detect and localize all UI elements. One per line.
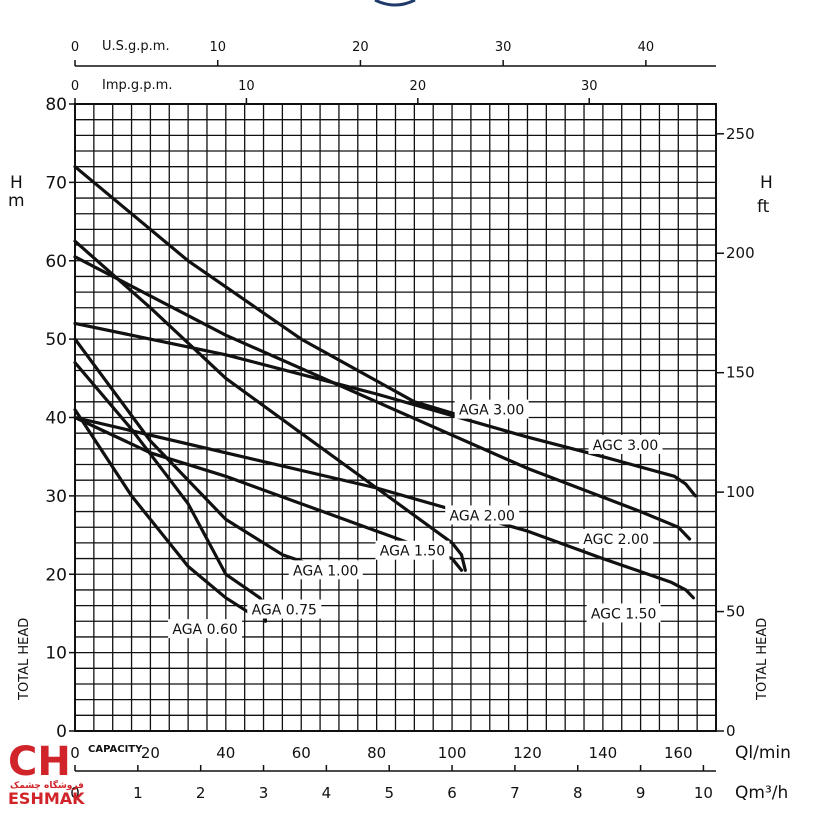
y-tick-label: 50 — [45, 330, 67, 350]
impgpm-tick-label: 0 — [71, 79, 79, 94]
curve-agc-3-00 — [73, 321, 697, 498]
curve-label-aga-1-50: AGA 1.50 — [380, 544, 445, 560]
y-tick-label: 30 — [45, 487, 67, 507]
usgpm-tick-label: 30 — [495, 40, 512, 55]
x-tick-label: 100 — [438, 744, 467, 762]
m3h-tick-label: 10 — [694, 784, 713, 802]
curve-aga-2-00 — [73, 239, 467, 572]
logo-mark: CH — [8, 739, 71, 785]
m3h-tick-label: 8 — [573, 784, 583, 802]
curve-agc-1-50 — [73, 415, 696, 600]
curve-label-bg — [579, 528, 654, 548]
y-left-side-title: TOTAL HEAD — [17, 618, 32, 701]
impgpm-tick-label: 10 — [238, 79, 255, 94]
x-tick-label: 80 — [367, 744, 386, 762]
y-left-title-m: m — [8, 191, 25, 211]
curve-label-bg — [586, 603, 661, 623]
logo-subtitle: فروشگاه چشمک — [10, 779, 84, 791]
y-tick-label: 10 — [45, 644, 67, 664]
m3h-tick-label: 0 — [70, 784, 80, 802]
x-tick-label: 120 — [513, 744, 542, 762]
impgpm-label: Imp.g.p.m. — [102, 78, 172, 93]
curve-label-aga-0-75: AGA 0.75 — [252, 603, 317, 619]
ft-tick-label: 0 — [726, 722, 736, 740]
m3h-tick-label: 7 — [510, 784, 520, 802]
ft-tick-label: 150 — [726, 364, 755, 382]
chart-curves — [73, 165, 697, 623]
m3h-unit-label: Qm³/h — [735, 783, 788, 803]
curve-label-aga-0-60: AGA 0.60 — [172, 622, 237, 638]
curve-label-agc-2-00: AGC 2.00 — [583, 532, 649, 548]
curve-agc-2-00 — [73, 255, 692, 541]
curve-label-bg — [247, 599, 322, 619]
curve-label-aga-1-00: AGA 1.00 — [293, 563, 358, 579]
y-right-title-h: H — [760, 173, 773, 193]
m3h-tick-label: 2 — [196, 784, 206, 802]
y-left-title-h: H — [10, 173, 23, 193]
impgpm-tick-label: 20 — [410, 79, 427, 94]
curve-label-bg — [168, 619, 243, 639]
y-tick-label: 40 — [45, 409, 67, 429]
ft-tick-label: 200 — [726, 244, 755, 262]
x-tick-label: 40 — [216, 744, 235, 762]
curve-label-agc-1-50: AGC 1.50 — [591, 606, 657, 622]
top-arc-decoration — [374, 0, 416, 7]
ft-tick-label: 100 — [726, 483, 755, 501]
curve-aga-3-00 — [73, 165, 469, 420]
x-tick-label: 160 — [664, 744, 693, 762]
y-tick-label: 0 — [56, 722, 67, 742]
y-tick-label: 20 — [45, 565, 67, 585]
logo-name: ESHMAK — [8, 789, 85, 808]
m3h-tick-label: 9 — [636, 784, 646, 802]
m3h-tick-label: 4 — [322, 784, 332, 802]
curve-aga-0-60 — [73, 408, 256, 618]
m3h-tick-label: 5 — [384, 784, 394, 802]
x-tick-label: 140 — [589, 744, 618, 762]
usgpm-tick-label: 0 — [71, 40, 79, 55]
curve-label-bg — [588, 434, 663, 454]
usgpm-tick-label: 10 — [209, 40, 226, 55]
y-right-side-title: TOTAL HEAD — [755, 618, 770, 701]
impgpm-tick-label: 30 — [581, 79, 598, 94]
curve-label-aga-3-00: AGA 3.00 — [459, 403, 524, 419]
x-tick-label: 60 — [292, 744, 311, 762]
x-unit-label: Ql/min — [735, 743, 791, 763]
curve-label-bg — [288, 560, 363, 580]
curve-label-bg — [375, 540, 450, 560]
m3h-tick-label: 3 — [259, 784, 269, 802]
x-tick-label: 0 — [70, 744, 80, 762]
usgpm-tick-label: 20 — [352, 40, 369, 55]
curve-aga-1-50 — [73, 415, 464, 572]
y-right-title-ft: ft — [757, 197, 770, 217]
m3h-tick-label: 6 — [447, 784, 457, 802]
curve-label-aga-2-00: AGA 2.00 — [450, 508, 515, 524]
usgpm-tick-label: 40 — [638, 40, 655, 55]
capacity-label: CAPACITY — [88, 744, 143, 755]
m3h-tick-label: 1 — [133, 784, 143, 802]
y-tick-label: 60 — [45, 252, 67, 272]
curve-label-bg — [454, 399, 529, 419]
y-tick-label: 80 — [45, 95, 67, 115]
eshmak-logo: CH فروشگاه چشمک ESHMAK — [8, 739, 85, 808]
x-tick-label: 20 — [141, 744, 160, 762]
curve-aga-1-00 — [73, 337, 313, 572]
curve-label-bg — [445, 505, 520, 525]
usgpm-label: U.S.g.p.m. — [102, 39, 170, 54]
y-tick-label: 70 — [45, 173, 67, 193]
curve-labels: AGA 0.60 AGA 0.75 AGA 1.00 AGA 1.50 AGA 2.00… — [168, 399, 663, 639]
curve-label-agc-3-00: AGC 3.00 — [593, 438, 659, 454]
ft-tick-label: 250 — [726, 125, 755, 143]
ft-tick-label: 50 — [726, 603, 745, 621]
